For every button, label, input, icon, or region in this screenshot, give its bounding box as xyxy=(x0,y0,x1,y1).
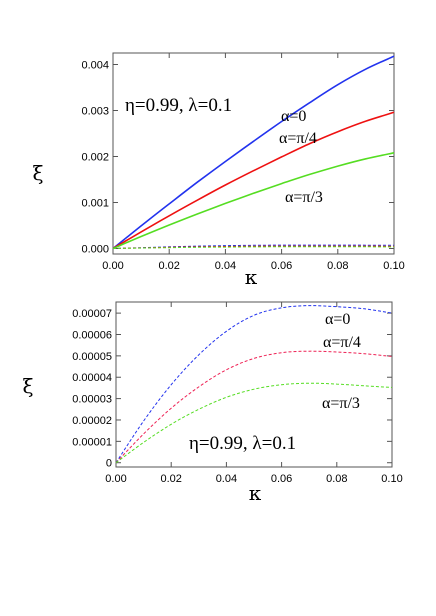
bottom-param-label: η=0.99, λ=0.1 xyxy=(189,433,296,454)
bottom-series xyxy=(115,305,393,464)
top-x-tick-label: 0.06 xyxy=(271,260,292,272)
bottom-series-line-0 xyxy=(115,305,393,463)
top-annotation-alpha-pi3: α=π/3 xyxy=(285,189,323,206)
top-series-line-3 xyxy=(112,244,395,249)
top-series xyxy=(112,55,395,250)
bottom-series-line-2 xyxy=(115,382,393,464)
bottom-annotation-alpha-pi3: α=π/3 xyxy=(322,395,360,412)
bottom-plot-frame xyxy=(115,301,393,468)
bottom-y-ticks: 0 0.00001 0.00002 0.00003 0.00004 0.00005 0.00… xyxy=(72,308,392,470)
bottom-x-tick-label: 0.06 xyxy=(271,473,292,485)
top-series-line-2 xyxy=(112,152,395,250)
top-y-tick-label: 0.004 xyxy=(81,59,109,71)
top-x-axis-label: κ xyxy=(245,265,258,289)
top-param-label: η=0.99, λ=0.1 xyxy=(125,95,232,116)
top-y-tick-label: 0.002 xyxy=(81,151,109,163)
bottom-annotation-alpha-0: α=0 xyxy=(325,311,350,328)
top-y-ticks: 0.000 0.001 0.002 0.003 0.004 xyxy=(81,59,394,255)
bottom-y-tick-label: 0.00007 xyxy=(72,308,112,320)
top-annotation-alpha-pi4: α=π/4 xyxy=(279,130,317,147)
bottom-x-tick-label: 0.04 xyxy=(216,473,237,485)
top-annotation-alpha-0: α=0 xyxy=(281,108,306,125)
top-series-line-1 xyxy=(112,111,395,250)
bottom-x-tick-label: 0.00 xyxy=(105,473,126,485)
top-y-tick-label: 0.000 xyxy=(81,243,109,255)
bottom-series-line-1 xyxy=(115,350,393,464)
top-series-line-0 xyxy=(112,55,395,250)
top-x-tick-label: 0.00 xyxy=(102,260,123,272)
bottom-annotation-alpha-pi4: α=π/4 xyxy=(323,334,361,351)
bottom-y-tick-label: 0 xyxy=(106,458,112,470)
top-y-tick-label: 0.001 xyxy=(81,197,109,209)
top-y-tick-label: 0.003 xyxy=(81,105,109,117)
top-x-tick-label: 0.10 xyxy=(383,260,404,272)
top-y-axis-label: ξ xyxy=(32,161,43,185)
bottom-y-axis-label: ξ xyxy=(22,374,33,398)
bottom-x-tick-label: 0.02 xyxy=(160,473,181,485)
bottom-x-ticks: 0.00 0.02 0.04 0.06 0.08 0.10 xyxy=(105,302,403,485)
bottom-y-tick-label: 0.00005 xyxy=(72,351,112,363)
bottom-y-tick-label: 0.00002 xyxy=(72,415,112,427)
top-x-tick-label: 0.08 xyxy=(327,260,348,272)
bottom-x-tick-label: 0.08 xyxy=(326,473,347,485)
bottom-y-tick-label: 0.00003 xyxy=(72,394,112,406)
bottom-chart: 00.000010.000020.000030.000040.000050.00… xyxy=(22,301,403,505)
top-x-ticks: 0.00 0.02 0.04 0.06 0.08 0.10 xyxy=(102,53,405,272)
top-x-tick-label: 0.04 xyxy=(215,260,236,272)
bottom-x-axis-label: κ xyxy=(249,481,262,505)
top-x-tick-label: 0.02 xyxy=(158,260,179,272)
top-series-line-4 xyxy=(112,245,395,249)
bottom-y-tick-label: 0.00001 xyxy=(72,436,112,448)
top-series-line-5 xyxy=(112,246,395,249)
bottom-x-tick-label: 0.10 xyxy=(381,473,402,485)
bottom-y-tick-label: 0.00006 xyxy=(72,329,112,341)
bottom-y-tick-label: 0.00004 xyxy=(72,372,112,384)
